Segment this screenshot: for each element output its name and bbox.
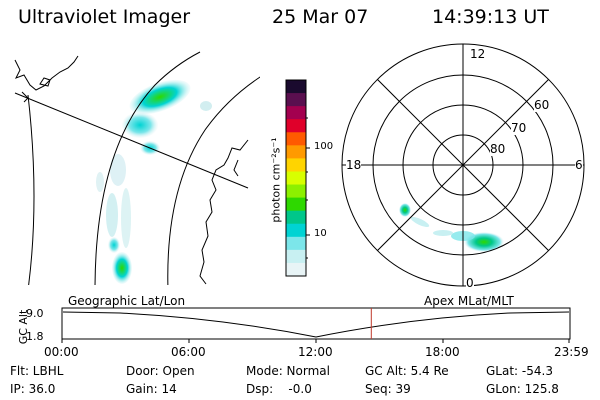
aurora-blob xyxy=(112,252,132,284)
info-glon: GLon: 125.8 xyxy=(486,382,559,396)
colorbar-swatch xyxy=(286,236,306,251)
colorbar-swatch xyxy=(286,171,306,186)
time-label: 14:39:13 UT xyxy=(432,6,549,28)
aurora-blob xyxy=(108,237,120,253)
colorbar-swatch xyxy=(286,262,306,277)
aurora-blob xyxy=(121,188,131,248)
instrument-title: Ultraviolet Imager xyxy=(18,6,191,28)
colorbar-tick-label: 100 xyxy=(314,141,334,152)
info-dsp: Dsp: -0.0 xyxy=(246,382,312,396)
info-seq: Seq: 39 xyxy=(365,382,411,396)
time-tick-label: 12:00 xyxy=(298,345,333,359)
timeline-right-label: Apex MLat/MLT xyxy=(424,294,514,308)
aurora-blob xyxy=(106,193,118,237)
colorbar-swatch xyxy=(286,80,306,94)
timeline-left-label: Geographic Lat/Lon xyxy=(68,294,186,308)
date-label: 25 Mar 07 xyxy=(272,6,369,28)
mlat-label-80: 80 xyxy=(490,142,506,156)
aurora-blob xyxy=(410,216,430,228)
aurora-blob xyxy=(110,154,126,186)
info-filter: Flt: LBHL xyxy=(10,364,64,378)
colorbar-swatch xyxy=(286,223,306,238)
aurora-blob xyxy=(129,79,191,115)
time-tick-label: 18:00 xyxy=(425,345,460,359)
aurora-blob xyxy=(399,203,411,217)
aurora-blob xyxy=(200,101,212,111)
aurora-blob xyxy=(433,230,453,236)
colorbar-swatch xyxy=(286,158,306,172)
colorbar-swatch xyxy=(286,145,306,159)
colorbar-swatch xyxy=(286,119,306,133)
mlat-label-70: 70 xyxy=(511,121,527,135)
colorbar-swatch xyxy=(286,184,306,199)
colorbar-swatch xyxy=(286,249,306,264)
colorbar-swatch xyxy=(286,197,306,212)
time-tick-label: 23:59 xyxy=(554,345,589,359)
colorbar-swatch xyxy=(286,210,306,225)
time-tick-label: 00:00 xyxy=(44,345,79,359)
mlt-label-dawn: 6 xyxy=(575,158,583,172)
info-glat: GLat: -54.3 xyxy=(486,364,553,378)
time-tick-label: 06:00 xyxy=(171,345,206,359)
mlt-label-noon: 12 xyxy=(470,47,486,61)
info-gc-alt: GC Alt: 5.4 Re xyxy=(365,364,449,378)
info-door: Door: Open xyxy=(126,364,195,378)
aurora-blob xyxy=(96,172,104,192)
info-ip: IP: 36.0 xyxy=(10,382,56,396)
colorbar-swatch xyxy=(286,93,306,107)
info-mode: Mode: Normal xyxy=(246,364,330,378)
colorbar-swatch xyxy=(286,106,306,120)
mlt-label-midnight: 0 xyxy=(466,276,474,290)
timeline-y-tick: 9.0 xyxy=(26,307,44,320)
info-gain: Gain: 14 xyxy=(126,382,177,396)
colorbar-tick-label: 10 xyxy=(314,228,327,239)
mlt-label-dusk: 18 xyxy=(346,158,362,172)
timeline-y-tick: 1.8 xyxy=(26,330,44,343)
colorbar-swatch xyxy=(286,132,306,146)
mlat-label-60: 60 xyxy=(534,98,550,112)
geographic-image xyxy=(14,51,260,285)
